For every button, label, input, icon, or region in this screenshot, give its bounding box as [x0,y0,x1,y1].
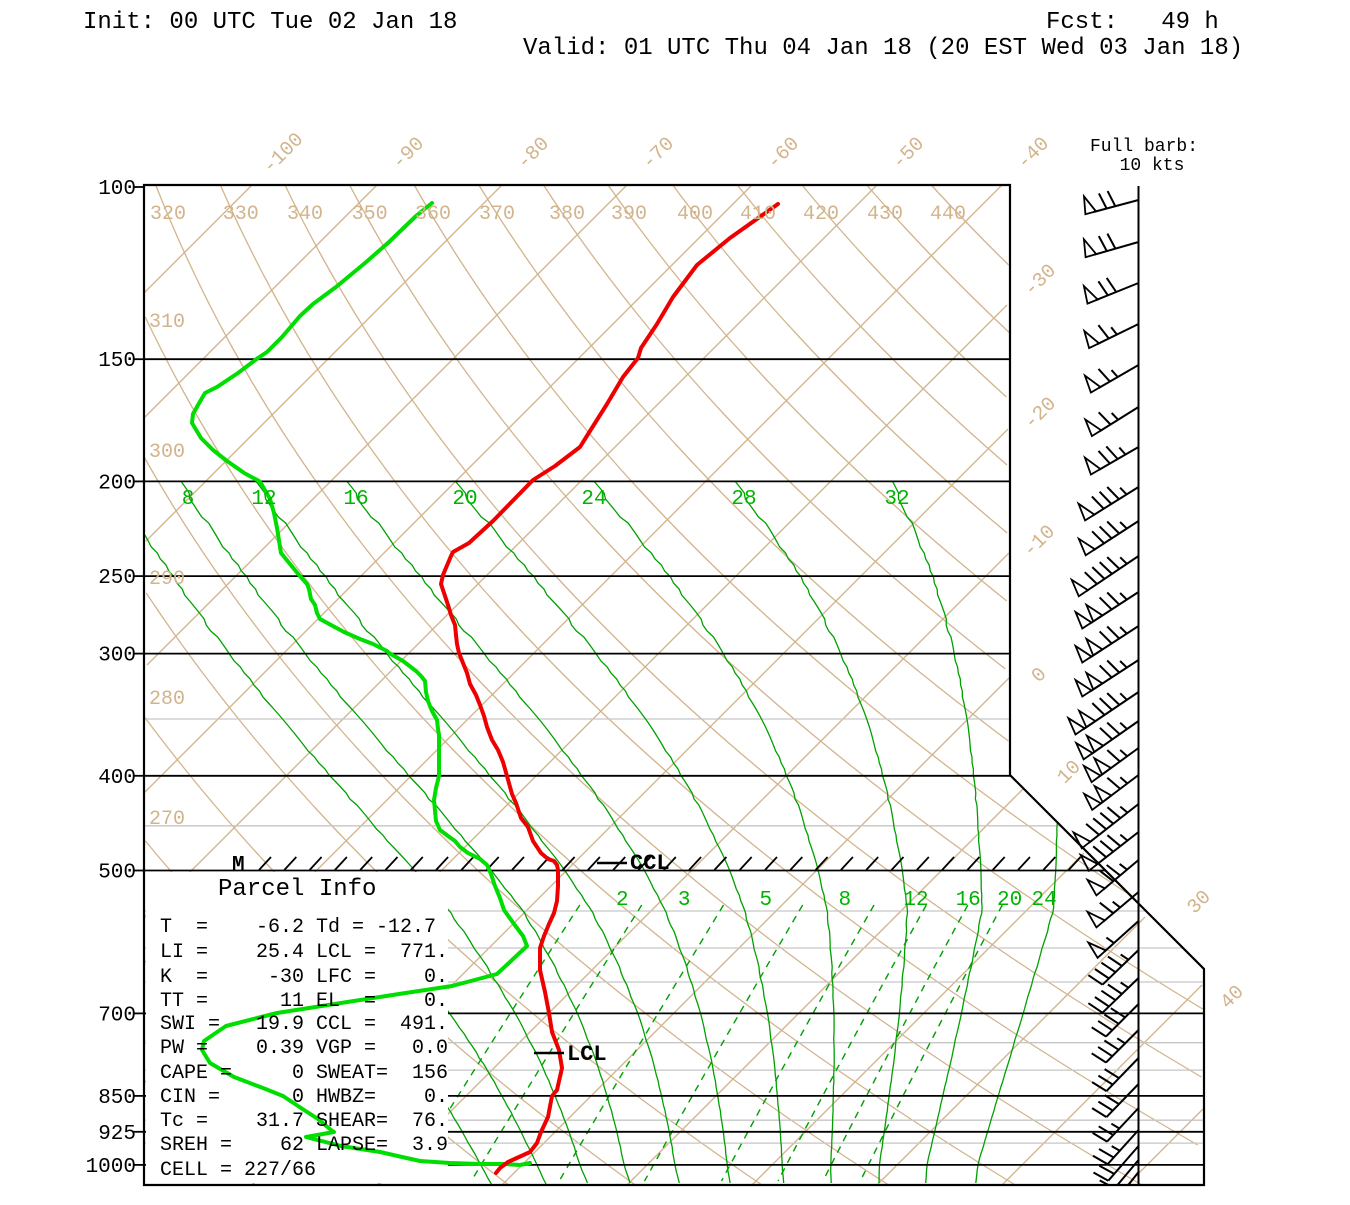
svg-text:850: 850 [98,1087,136,1110]
svg-text:Parcel Info: Parcel Info [218,876,376,903]
svg-text:LCL: LCL [567,1042,607,1067]
svg-text:400: 400 [677,203,713,226]
svg-text:420: 420 [803,203,839,226]
svg-text:LI = 25.4 LCL = 771.: LI = 25.4 LCL = 771. [160,941,448,964]
svg-text:3: 3 [678,889,691,912]
svg-text:28: 28 [731,488,756,511]
svg-text:360: 360 [415,203,451,226]
svg-text:150: 150 [98,350,136,373]
svg-text:330: 330 [223,203,259,226]
svg-text:CCL: CCL [630,851,670,876]
svg-text:370: 370 [479,203,515,226]
svg-text:400: 400 [98,767,136,790]
svg-text:1000: 1000 [86,1156,136,1179]
svg-text:310: 310 [149,311,185,334]
svg-text:K = -30 LFC = 0.: K = -30 LFC = 0. [160,966,448,989]
svg-text:300: 300 [98,645,136,668]
svg-text:Fcst: 49 h: Fcst: 49 h [1046,9,1219,36]
svg-text:24: 24 [1031,889,1056,912]
svg-text:200: 200 [98,472,136,495]
svg-text:24: 24 [581,488,606,511]
svg-text:Init: 00 UTC Tue 02 Jan 18: Init: 00 UTC Tue 02 Jan 18 [83,9,457,36]
svg-text:12: 12 [903,889,928,912]
svg-text:290: 290 [149,568,185,591]
svg-text:CELL = 227/66: CELL = 227/66 [160,1159,316,1182]
svg-text:TT = 11 EL = 0.: TT = 11 EL = 0. [160,990,448,1013]
svg-text:925: 925 [98,1123,136,1146]
svg-text:T = -6.2 Td = -12.7: T = -6.2 Td = -12.7 [160,916,436,939]
svg-text:Valid: 01 UTC Thu 04 Jan 18 (2: Valid: 01 UTC Thu 04 Jan 18 (20 EST Wed … [523,35,1243,62]
svg-text:8: 8 [182,488,195,511]
svg-text:2: 2 [616,889,629,912]
svg-text:500: 500 [98,862,136,885]
svg-text:350: 350 [352,203,388,226]
svg-text:32: 32 [884,488,909,511]
svg-text:CIN = 0 HWBZ= 0.: CIN = 0 HWBZ= 0. [160,1086,448,1109]
svg-text:440: 440 [930,203,966,226]
svg-text:250: 250 [98,567,136,590]
svg-text:Tc = 31.7 SHEAR= 76.: Tc = 31.7 SHEAR= 76. [160,1110,448,1133]
svg-text:PW = 0.39 VGP = 0.0: PW = 0.39 VGP = 0.0 [160,1037,448,1060]
svg-text:8: 8 [838,889,851,912]
svg-text:390: 390 [611,203,647,226]
svg-text:SWI = 19.9 CCL = 491.: SWI = 19.9 CCL = 491. [160,1013,448,1036]
svg-text:SREH = 62 LAPSE= 3.9: SREH = 62 LAPSE= 3.9 [160,1134,448,1157]
svg-text:20: 20 [452,488,477,511]
svg-text:270: 270 [149,808,185,831]
svg-text:16: 16 [343,488,368,511]
svg-text:280: 280 [149,688,185,711]
svg-text:Full barb:: Full barb: [1090,137,1198,157]
svg-text:700: 700 [98,1004,136,1027]
svg-text:430: 430 [867,203,903,226]
svg-text:380: 380 [549,203,585,226]
svg-text:100: 100 [98,178,136,201]
svg-text:340: 340 [287,203,323,226]
svg-text:10 kts: 10 kts [1120,156,1185,176]
svg-text:410: 410 [740,203,776,226]
svg-text:320: 320 [150,203,186,226]
svg-text:M: M [232,854,245,877]
svg-text:20: 20 [997,889,1022,912]
svg-text:5: 5 [759,889,772,912]
svg-text:CAPE = 0 SWEAT= 156: CAPE = 0 SWEAT= 156 [160,1062,448,1085]
svg-text:300: 300 [149,441,185,464]
svg-text:16: 16 [956,889,981,912]
svg-text:12: 12 [251,488,276,511]
